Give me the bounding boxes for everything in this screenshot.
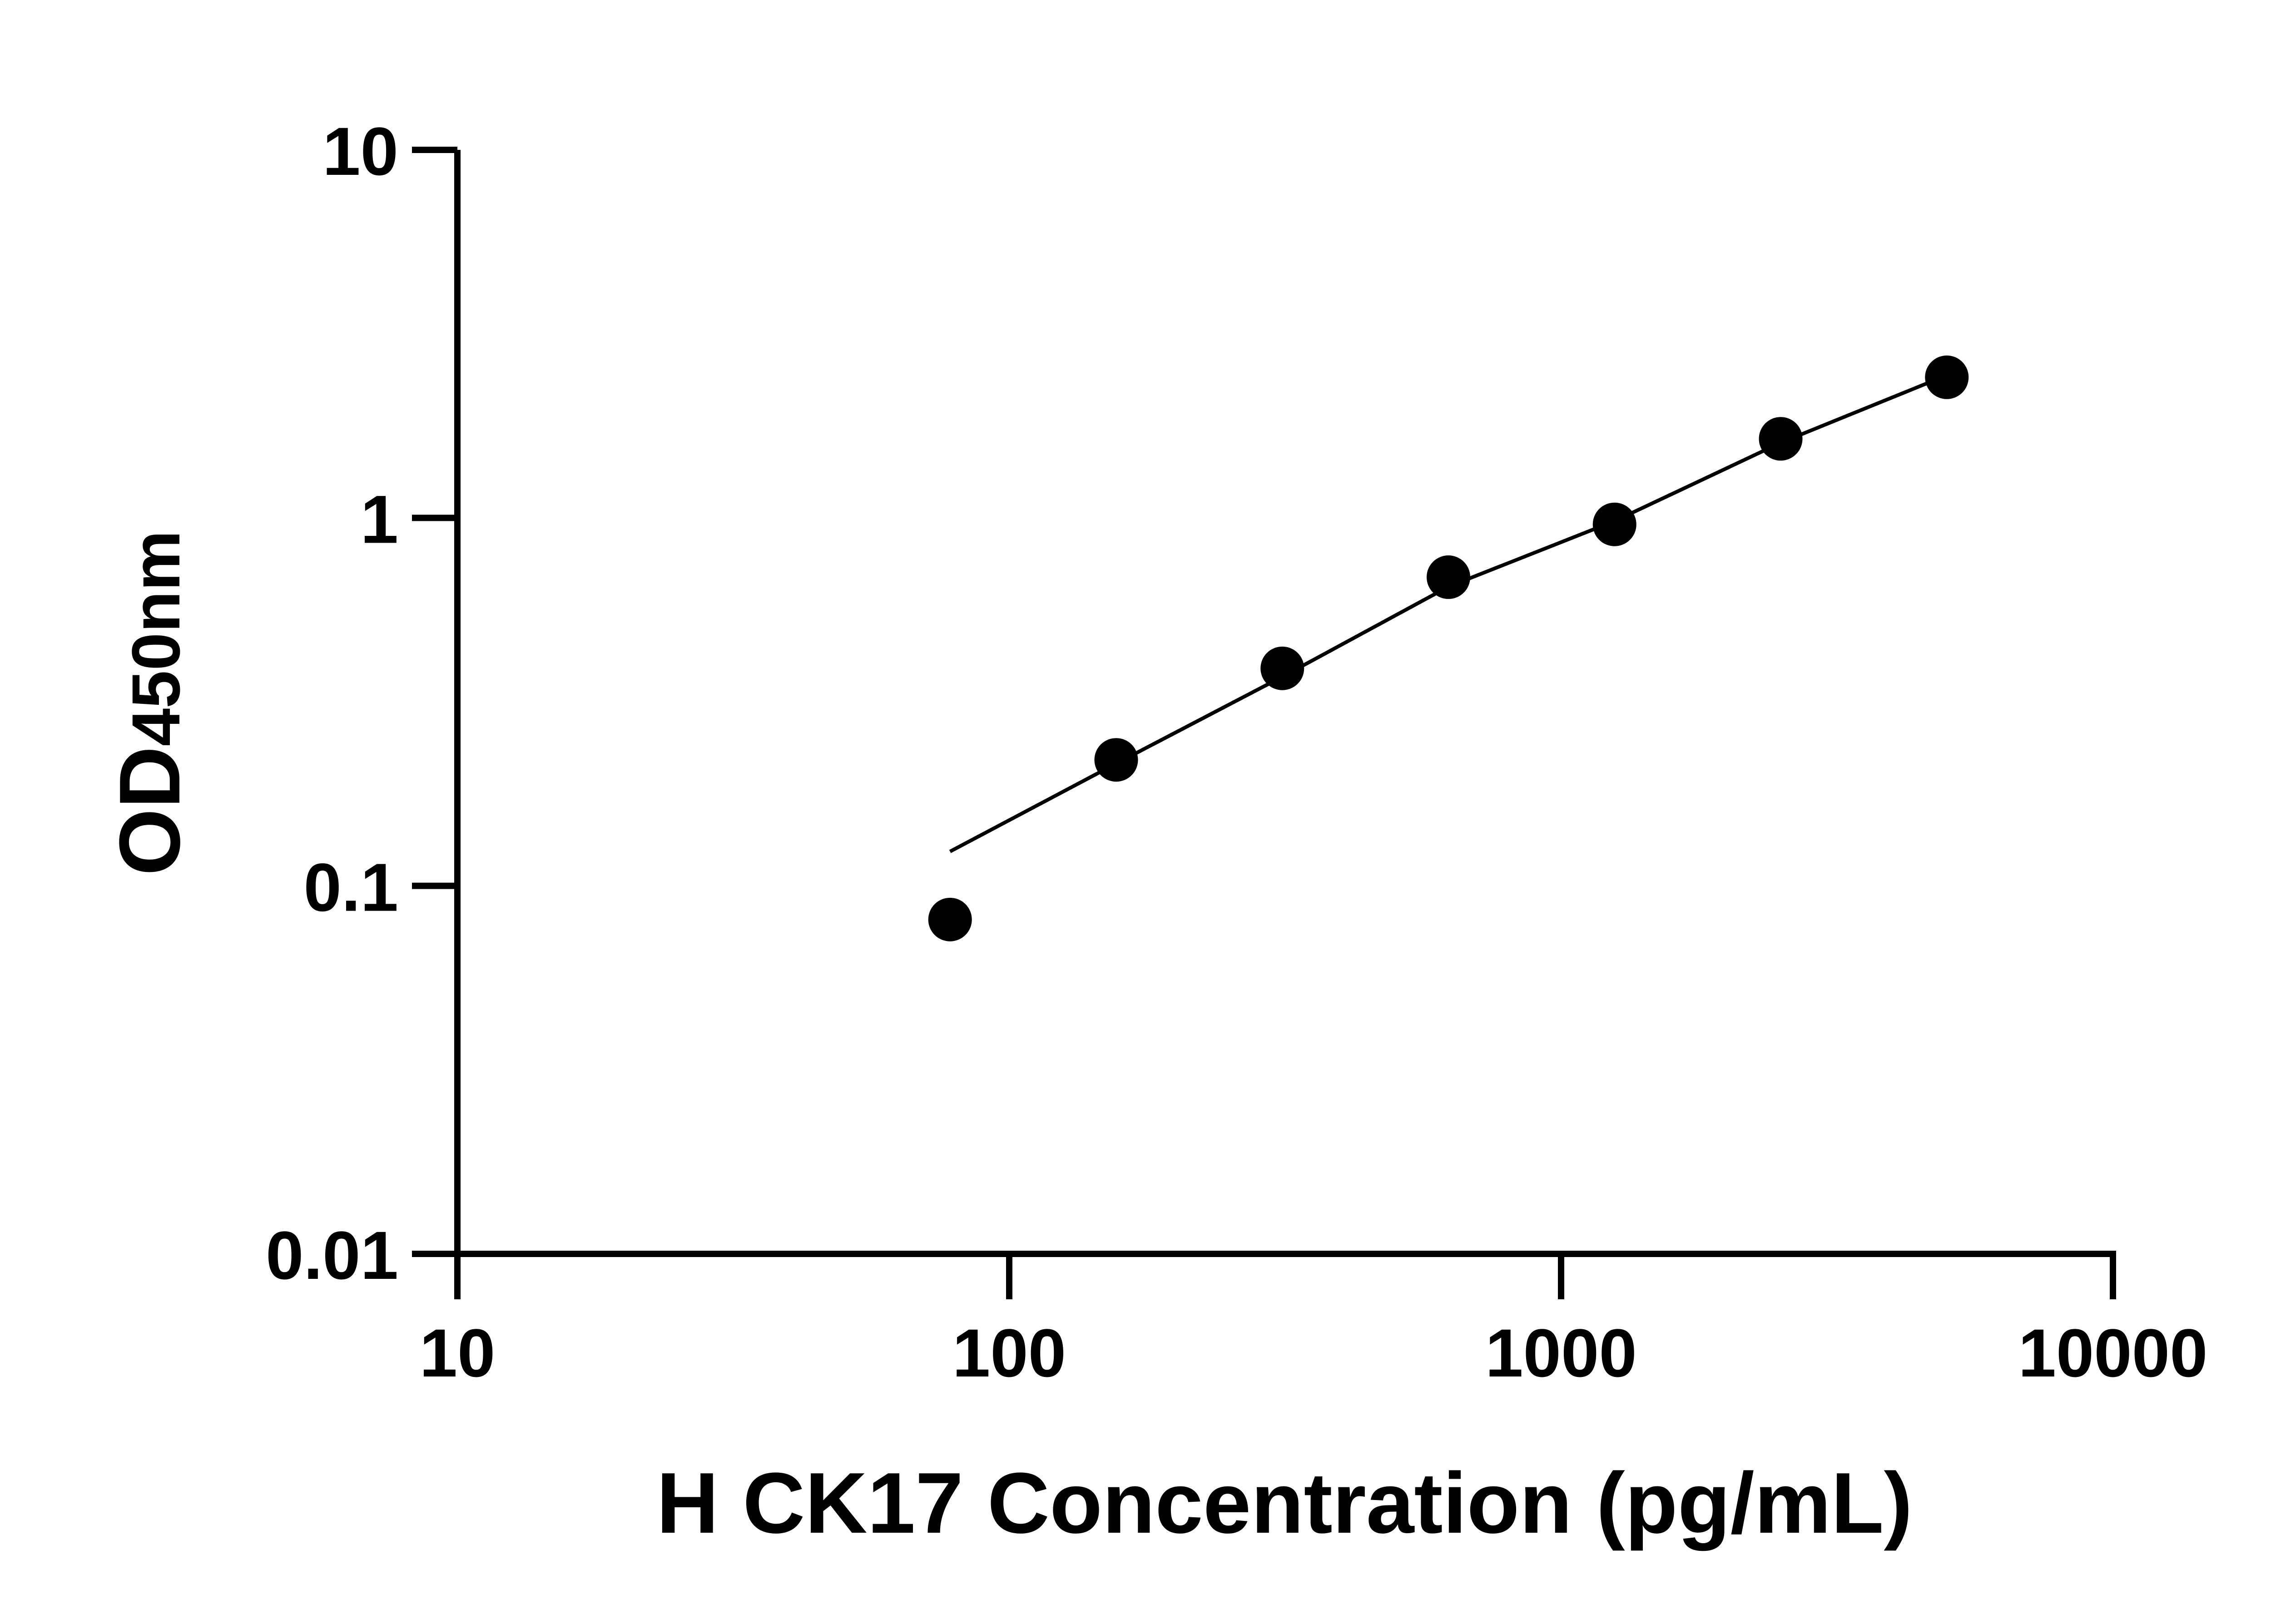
- y-tick-label: 1: [361, 481, 398, 557]
- data-point: [1426, 555, 1470, 599]
- x-tick-label: 1000: [1485, 1315, 1637, 1391]
- y-tick-label: 10: [322, 113, 398, 189]
- data-point: [1094, 738, 1138, 782]
- y-tick-label: 0.1: [303, 849, 398, 926]
- ticks: 10 100 1000 10000 0.01 0.1 1 10: [266, 113, 2208, 1391]
- x-tick-label: 10: [420, 1315, 496, 1391]
- y-axis-title: OD450nm: [102, 530, 198, 876]
- y-tick-label: 0.01: [266, 1217, 398, 1293]
- y-axis-title-sub: 450nm: [118, 530, 194, 746]
- y-axis-title-main: OD: [102, 746, 198, 876]
- axes: [454, 150, 2116, 1257]
- data-point: [1260, 646, 1304, 690]
- data-point: [1925, 355, 1969, 399]
- x-tick-label: 10000: [2018, 1315, 2207, 1391]
- data-points: [928, 355, 1969, 941]
- data-point: [1759, 417, 1803, 461]
- data-point: [1592, 502, 1636, 546]
- x-tick-label: 100: [952, 1315, 1066, 1391]
- x-axis-title: H CK17 Concentration (pg/mL): [656, 1455, 1913, 1551]
- data-point: [928, 897, 972, 941]
